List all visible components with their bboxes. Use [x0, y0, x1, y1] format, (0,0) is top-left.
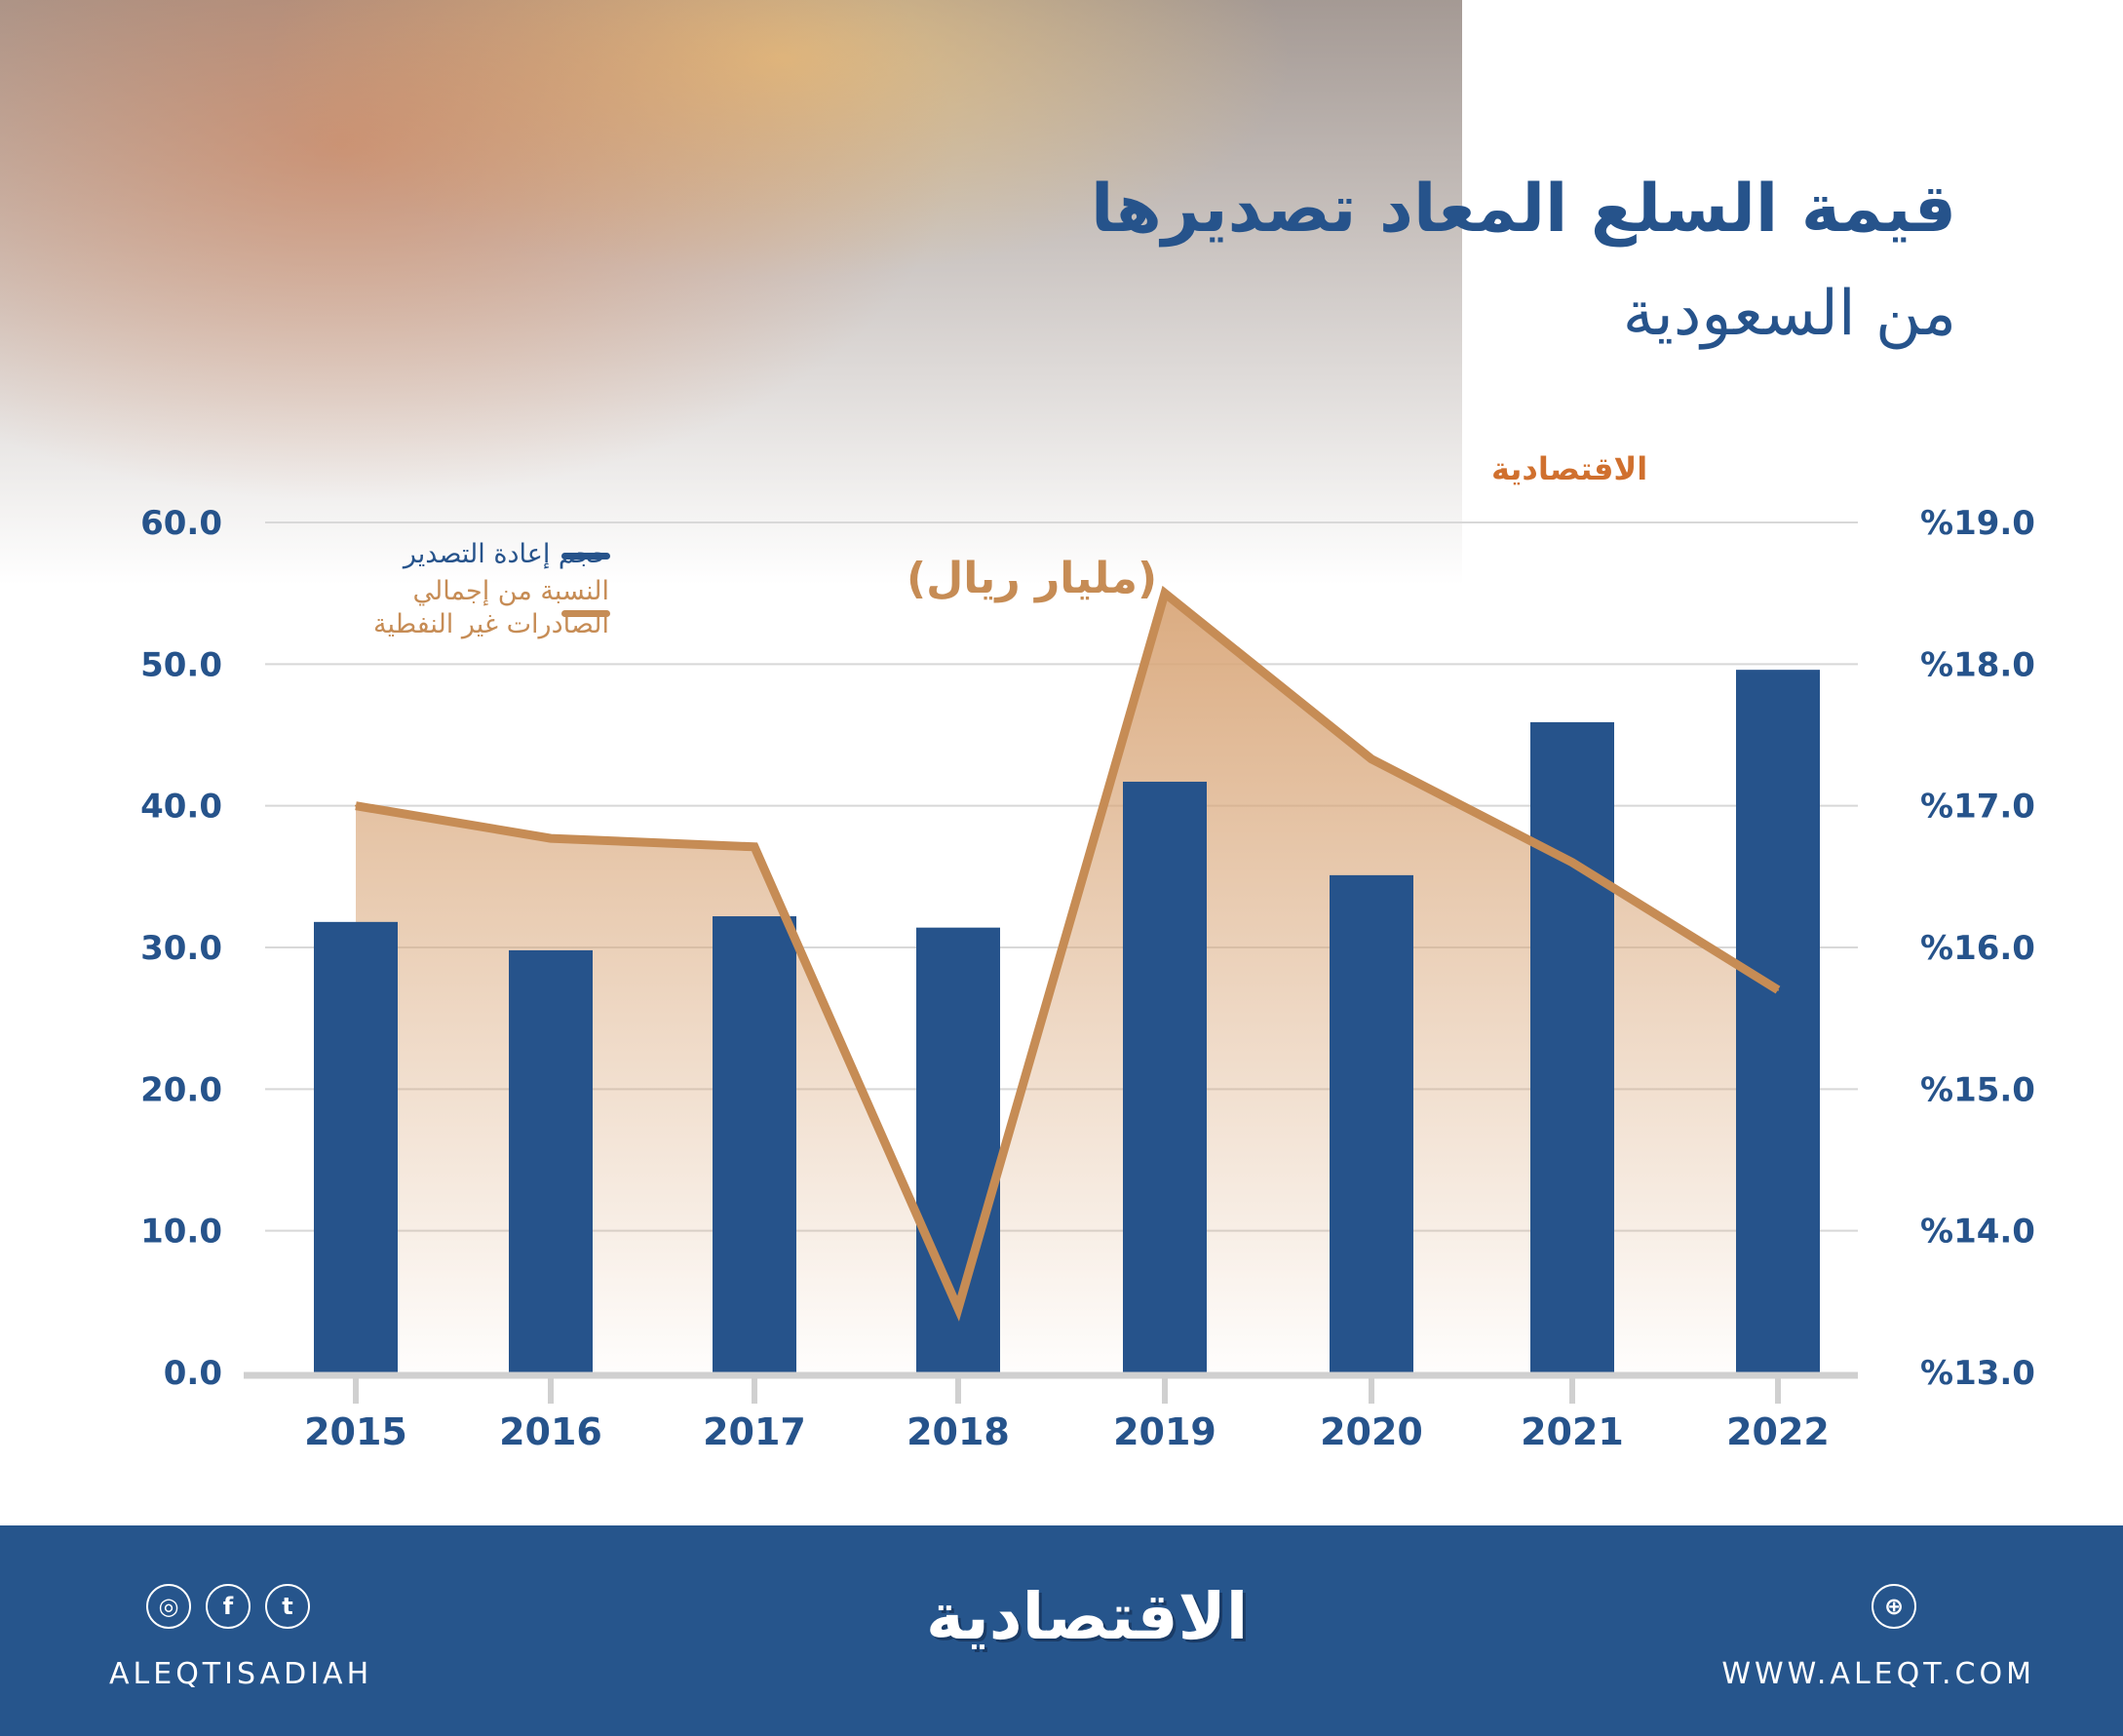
bar-2017	[713, 916, 796, 1372]
x-tick-label: 2022	[1726, 1410, 1830, 1453]
left-tick-label: 20.0	[140, 1070, 222, 1109]
twitter-icon[interactable]: t	[265, 1584, 310, 1629]
legend-line-label-1: النسبة من إجمالي	[412, 576, 609, 606]
left-tick-label: 60.0	[140, 504, 222, 543]
share-point-2021	[1571, 861, 1573, 864]
right-tick-label: %17.0	[1920, 788, 2035, 827]
social-handle: ALEQTISADIAH	[109, 1657, 373, 1691]
left-tick-label: 50.0	[140, 645, 222, 684]
website-link[interactable]: WWW.ALEQT.COM	[1721, 1657, 2035, 1691]
share-point-2019	[1164, 592, 1166, 595]
right-tick-label: %18.0	[1920, 645, 2035, 684]
brand-logo-small: الاقتصادية	[1491, 450, 1648, 487]
left-tick-label: 0.0	[164, 1354, 222, 1393]
x-tick-label: 2021	[1521, 1410, 1624, 1453]
web-icon[interactable]: ⊕	[1872, 1584, 1916, 1629]
brand-logo: الاقتصادية	[926, 1579, 1249, 1654]
instagram-icon[interactable]: ◎	[146, 1584, 191, 1629]
bar-2020	[1330, 874, 1413, 1372]
legend-line-swatch	[561, 610, 610, 617]
chart-subtitle: من السعودية	[1622, 278, 1956, 350]
share-point-2016	[550, 837, 552, 840]
left-tick-label: 10.0	[140, 1213, 222, 1252]
x-tick-label: 2016	[499, 1410, 602, 1453]
port-background-photo	[0, 0, 1462, 682]
share-point-2022	[1777, 988, 1779, 991]
legend-line-label: النسبة من إجمالي الصادرات غير النفطية	[373, 575, 609, 641]
x-tick-label: 2019	[1113, 1410, 1216, 1453]
right-tick-label: %13.0	[1920, 1354, 2035, 1393]
bar-2021	[1530, 721, 1614, 1372]
bar-2022	[1736, 670, 1820, 1372]
share-point-2020	[1370, 757, 1372, 760]
share-point-2018	[957, 1307, 959, 1310]
right-tick-label: %16.0	[1920, 929, 2035, 968]
footer: ◎ f t ALEQTISADIAH الاقتصادية ⊕ WWW.ALEQ…	[0, 1525, 2123, 1736]
unit-label: (مليار ريال)	[907, 554, 1158, 603]
chart-title: قيمة السلع المعاد تصديرها	[1091, 171, 1956, 248]
x-tick-label: 2018	[907, 1410, 1010, 1453]
share-point-2017	[753, 845, 755, 848]
x-tick-label: 2015	[304, 1410, 407, 1453]
x-tick-label: 2020	[1320, 1410, 1423, 1453]
share-point-2015	[355, 804, 357, 807]
right-tick-label: %15.0	[1920, 1070, 2035, 1109]
share-line	[355, 585, 1781, 1322]
left-tick-label: 40.0	[140, 788, 222, 827]
facebook-icon[interactable]: f	[206, 1584, 251, 1629]
bar-2016	[509, 949, 593, 1372]
left-tick-label: 30.0	[140, 929, 222, 968]
right-tick-label: %19.0	[1920, 504, 2035, 543]
x-tick-label: 2017	[703, 1410, 806, 1453]
bar-2015	[314, 921, 398, 1372]
legend-bars-swatch	[561, 553, 610, 559]
bar-2019	[1123, 781, 1207, 1372]
right-tick-label: %14.0	[1920, 1213, 2035, 1252]
